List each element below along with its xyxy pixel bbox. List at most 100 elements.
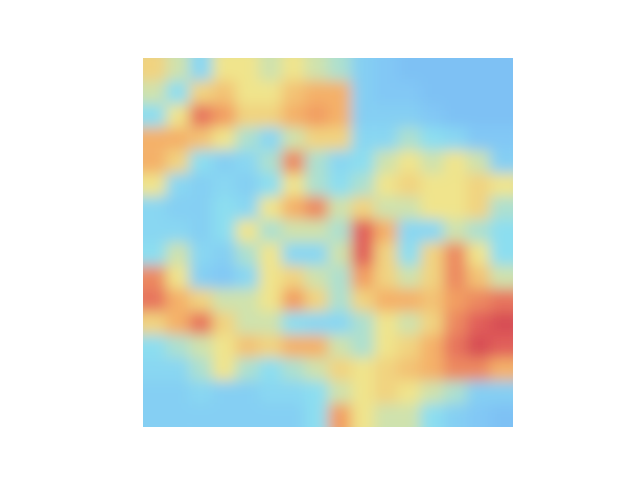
heat-cell <box>490 358 513 382</box>
heat-cell <box>143 127 167 151</box>
heat-cell <box>490 196 513 220</box>
heat-cell <box>374 81 398 105</box>
heat-cell <box>189 358 213 382</box>
heat-cell <box>467 173 491 197</box>
heat-cell <box>259 266 283 290</box>
heat-cell <box>467 335 491 359</box>
heat-cell <box>212 381 236 405</box>
heat-cell <box>212 312 236 336</box>
heat-cell <box>444 266 468 290</box>
heat-cell <box>467 312 491 336</box>
heat-cell <box>143 404 167 427</box>
heat-cell <box>305 58 329 82</box>
heat-cell <box>444 358 468 382</box>
heat-cell <box>143 104 167 128</box>
heat-cell <box>328 243 352 267</box>
heat-cell <box>351 81 375 105</box>
heat-cell <box>212 104 236 128</box>
heat-cell <box>189 266 213 290</box>
heat-cell <box>397 312 421 336</box>
heat-cell <box>212 219 236 243</box>
heat-cell <box>328 127 352 151</box>
heat-cell <box>374 312 398 336</box>
heat-cell <box>467 358 491 382</box>
heat-cell <box>328 219 352 243</box>
heat-cell <box>236 243 260 267</box>
heat-cell <box>374 381 398 405</box>
heat-cell <box>166 312 190 336</box>
heat-cell <box>374 58 398 82</box>
heat-cell <box>259 127 283 151</box>
heat-cell <box>351 173 375 197</box>
heat-cell <box>143 219 167 243</box>
heat-cell <box>328 58 352 82</box>
heat-cell <box>397 243 421 267</box>
heat-cell <box>166 150 190 174</box>
heat-cell <box>374 243 398 267</box>
heat-cell <box>143 358 167 382</box>
heat-cell <box>351 104 375 128</box>
heat-cell <box>421 381 445 405</box>
heat-cell <box>259 81 283 105</box>
heat-cell <box>305 127 329 151</box>
heat-cell <box>236 404 260 427</box>
heat-cell <box>444 150 468 174</box>
heat-cell <box>189 381 213 405</box>
heat-cell <box>305 219 329 243</box>
heat-cell <box>305 404 329 427</box>
heat-cell <box>467 196 491 220</box>
heat-cell <box>236 289 260 313</box>
heat-cell <box>374 219 398 243</box>
plot-area <box>143 58 513 427</box>
heat-cell <box>421 58 445 82</box>
heat-cell <box>328 150 352 174</box>
heat-cell <box>259 219 283 243</box>
heat-cell <box>236 266 260 290</box>
heat-cell <box>259 173 283 197</box>
heat-cell <box>282 312 306 336</box>
heatmap-cells <box>143 58 513 427</box>
heat-cell <box>490 104 513 128</box>
heat-cell <box>143 81 167 105</box>
heat-cell <box>421 404 445 427</box>
heat-cell <box>328 196 352 220</box>
heat-cell <box>490 243 513 267</box>
heat-cell <box>490 81 513 105</box>
heat-cell <box>397 335 421 359</box>
heat-cell <box>212 266 236 290</box>
heat-cell <box>236 381 260 405</box>
heat-cell <box>143 289 167 313</box>
heat-cell <box>282 196 306 220</box>
heat-cell <box>166 173 190 197</box>
heat-cell <box>351 312 375 336</box>
heat-cell <box>212 335 236 359</box>
heat-cell <box>374 289 398 313</box>
heat-cell <box>282 335 306 359</box>
heat-cell <box>397 127 421 151</box>
heat-cell <box>166 104 190 128</box>
heat-cell <box>421 289 445 313</box>
heat-cell <box>143 335 167 359</box>
heat-cell <box>351 266 375 290</box>
heat-cell <box>305 173 329 197</box>
heat-cell <box>259 58 283 82</box>
heat-cell <box>259 358 283 382</box>
heat-cell <box>397 81 421 105</box>
heat-cell <box>189 289 213 313</box>
heat-cell <box>421 127 445 151</box>
heat-cell <box>166 358 190 382</box>
heat-cell <box>143 266 167 290</box>
heat-cell <box>374 150 398 174</box>
heat-cell <box>444 404 468 427</box>
heat-cell <box>189 312 213 336</box>
heat-cell <box>189 127 213 151</box>
heat-cell <box>305 266 329 290</box>
heat-cell <box>397 196 421 220</box>
heat-cell <box>374 104 398 128</box>
heat-cell <box>397 173 421 197</box>
heat-cell <box>305 196 329 220</box>
heat-cell <box>467 219 491 243</box>
heat-cell <box>236 173 260 197</box>
heat-cell <box>351 358 375 382</box>
heat-cell <box>143 150 167 174</box>
